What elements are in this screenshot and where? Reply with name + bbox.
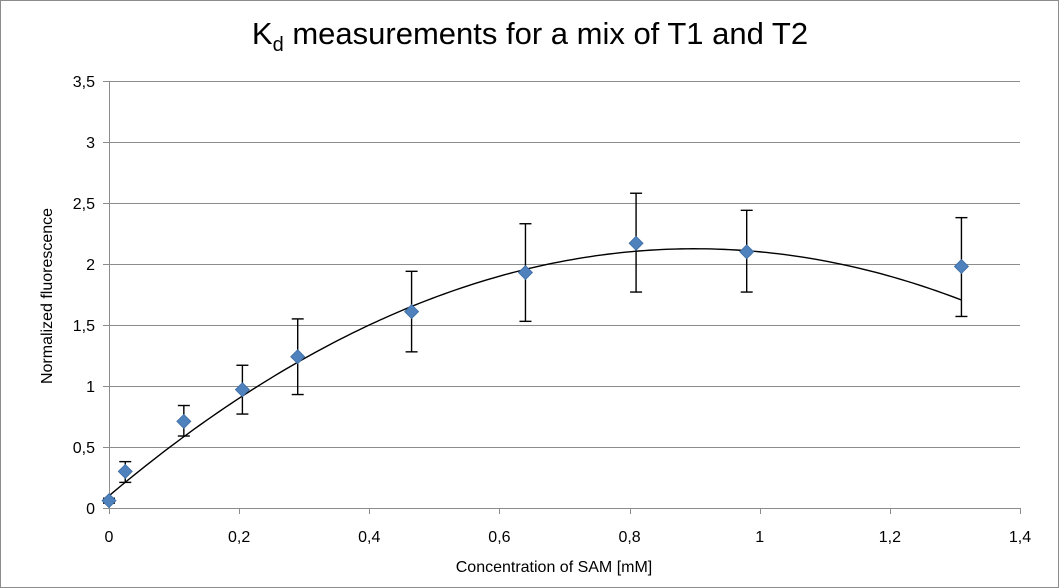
y-tick-label: 2: [86, 257, 95, 274]
y-tick-label: 0,5: [73, 440, 95, 457]
data-point-marker: [739, 244, 755, 260]
data-point-marker: [953, 258, 970, 275]
y-tick-labels: 0 0,5 1 1,5 2 2,5 3 3,5: [73, 74, 95, 518]
x-tick-label: 1,2: [879, 529, 901, 546]
x-tick-label: 1,4: [1009, 529, 1031, 546]
data-point-marker: [628, 235, 644, 251]
data-point-marker: [117, 463, 133, 479]
x-tick-labels: 0 0,2 0,4 0,6 0,8 1 1,2 1,4: [105, 529, 1032, 546]
data-point-marker: [234, 382, 250, 398]
axes: [103, 81, 1021, 514]
x-axis-label: Concentration of SAM [mM]: [456, 559, 653, 576]
trendline-path: [108, 248, 962, 497]
data-point-marker: [404, 304, 420, 320]
trendline: [108, 248, 962, 497]
chart-title: Kd measurements for a mix of T1 and T2: [252, 16, 808, 56]
x-tick-label: 0,2: [228, 529, 250, 546]
grid-lines: [109, 81, 1020, 448]
chart-title-rest: measurements for a mix of T1 and T2: [284, 16, 808, 51]
chart-title-main: K: [252, 16, 273, 51]
x-tick-label: 0,4: [358, 529, 380, 546]
x-tick-label: 0: [105, 529, 114, 546]
y-tick-label: 1,5: [73, 318, 95, 335]
x-tick-label: 1: [755, 529, 764, 546]
y-tick-label: 2,5: [73, 196, 95, 213]
data-point-marker: [517, 264, 534, 281]
y-axis-label: Normalized fluorescence: [39, 208, 56, 384]
y-tick-label: 3: [86, 135, 95, 152]
x-tick-label: 0,8: [618, 529, 640, 546]
data-point-marker: [101, 493, 117, 509]
y-tick-label: 1: [86, 379, 95, 396]
x-tick-label: 0,6: [488, 529, 510, 546]
data-point-marker: [290, 349, 306, 365]
data-point-marker: [176, 413, 192, 429]
data-points: [101, 235, 970, 509]
error-bars: [103, 192, 968, 504]
y-tick-label: 0: [86, 501, 95, 518]
y-tick-label: 3,5: [73, 74, 95, 91]
chart-title-subscript: d: [273, 34, 284, 56]
